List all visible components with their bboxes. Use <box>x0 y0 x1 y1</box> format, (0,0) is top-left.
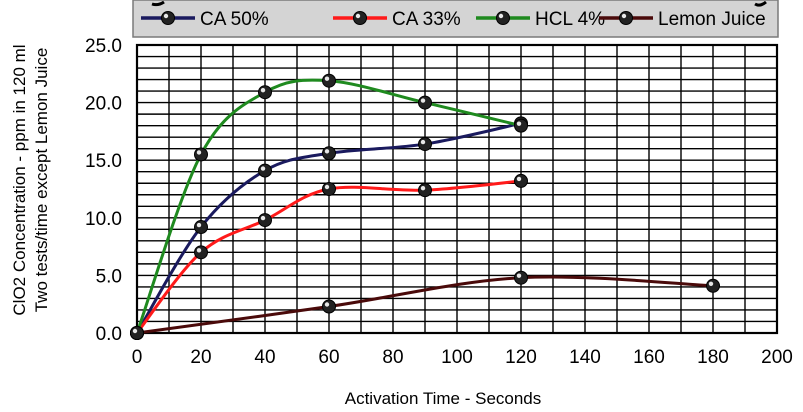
data-point-hcl-4pct <box>258 85 272 100</box>
data-point-ca-50pct <box>194 220 208 235</box>
y-tick-label: 20.0 <box>85 94 122 115</box>
y-axis-title-line-2: Two tests/time except Lemon Juice <box>32 48 51 313</box>
legend-label: Lemon Juice <box>658 9 766 30</box>
legend-item-ca-50pct: CA 50% <box>141 9 269 30</box>
x-tick-label: 160 <box>633 347 665 368</box>
x-tick-label: 140 <box>569 347 601 368</box>
data-point-hcl-4pct <box>322 73 336 88</box>
x-axis-title: Activation Time - Seconds <box>345 389 542 408</box>
data-point-ca-33pct <box>514 173 528 188</box>
grid <box>135 43 779 335</box>
x-tick-label: 80 <box>382 347 403 368</box>
x-tick-label: 180 <box>697 347 729 368</box>
legend-border-mark <box>754 0 767 7</box>
legend: CA 50% CA 33% HCL 4% Lemon Juice <box>132 0 779 38</box>
x-tick-label: 200 <box>761 347 793 368</box>
data-point-hcl-4pct <box>418 95 432 110</box>
y-tick-label: 15.0 <box>85 151 122 172</box>
legend-swatch-marker <box>619 11 633 25</box>
series-line-ca-33pct <box>135 179 522 334</box>
series-line-ca-50pct <box>135 121 522 334</box>
data-point-ca-33pct <box>322 182 336 196</box>
data-point-ca-50pct <box>418 137 432 152</box>
legend-label: CA 33% <box>392 9 461 30</box>
data-point-ca-50pct <box>258 163 272 178</box>
x-tick-label: 40 <box>254 347 275 368</box>
x-tick-label: 60 <box>318 347 339 368</box>
legend-border-mark <box>151 0 165 7</box>
y-tick-label: 25.0 <box>85 36 122 57</box>
tick-labels: 0 20 40 60 80 100 120 140 160 180 200 0.0 5.0 10.0 15.… <box>85 36 793 368</box>
x-tick-label: 100 <box>441 347 473 368</box>
legend-swatch-marker <box>161 11 175 25</box>
legend-item-ca-33pct: CA 33% <box>333 9 461 30</box>
y-tick-label: 0.0 <box>96 324 122 345</box>
x-tick-label: 0 <box>132 347 143 368</box>
plot-frame <box>135 43 779 335</box>
y-axis-title-line-1: ClO2 Concentration - ppm in 120 ml <box>10 44 29 315</box>
series-line-lemon-juice <box>136 275 714 335</box>
legend-swatch-marker <box>353 11 367 25</box>
legend-box <box>132 0 779 38</box>
y-tick-label: 10.0 <box>85 209 122 230</box>
data-point-ca-33pct <box>258 213 272 228</box>
data-point-lemon-juice <box>322 299 336 314</box>
data-point-ca-33pct <box>194 245 208 260</box>
data-point-lemon-juice <box>706 278 720 293</box>
data-point-hcl-4pct <box>514 118 528 133</box>
legend-item-lemon-juice: Lemon Juice <box>599 9 766 30</box>
legend-label: CA 50% <box>200 9 269 30</box>
data-point-ca-50pct <box>322 146 336 161</box>
data-point-lemon-juice <box>514 270 528 285</box>
legend-label: HCL 4% <box>535 9 605 30</box>
y-tick-label: 5.0 <box>96 266 122 287</box>
x-tick-label: 20 <box>190 347 211 368</box>
legend-swatch-marker <box>496 11 510 25</box>
plot-series <box>130 73 720 340</box>
data-point-hcl-4pct <box>130 326 144 340</box>
legend-item-hcl-4pct: HCL 4% <box>476 9 605 30</box>
x-tick-label: 120 <box>505 347 537 368</box>
data-point-ca-33pct <box>418 183 432 198</box>
data-point-hcl-4pct <box>194 147 208 162</box>
